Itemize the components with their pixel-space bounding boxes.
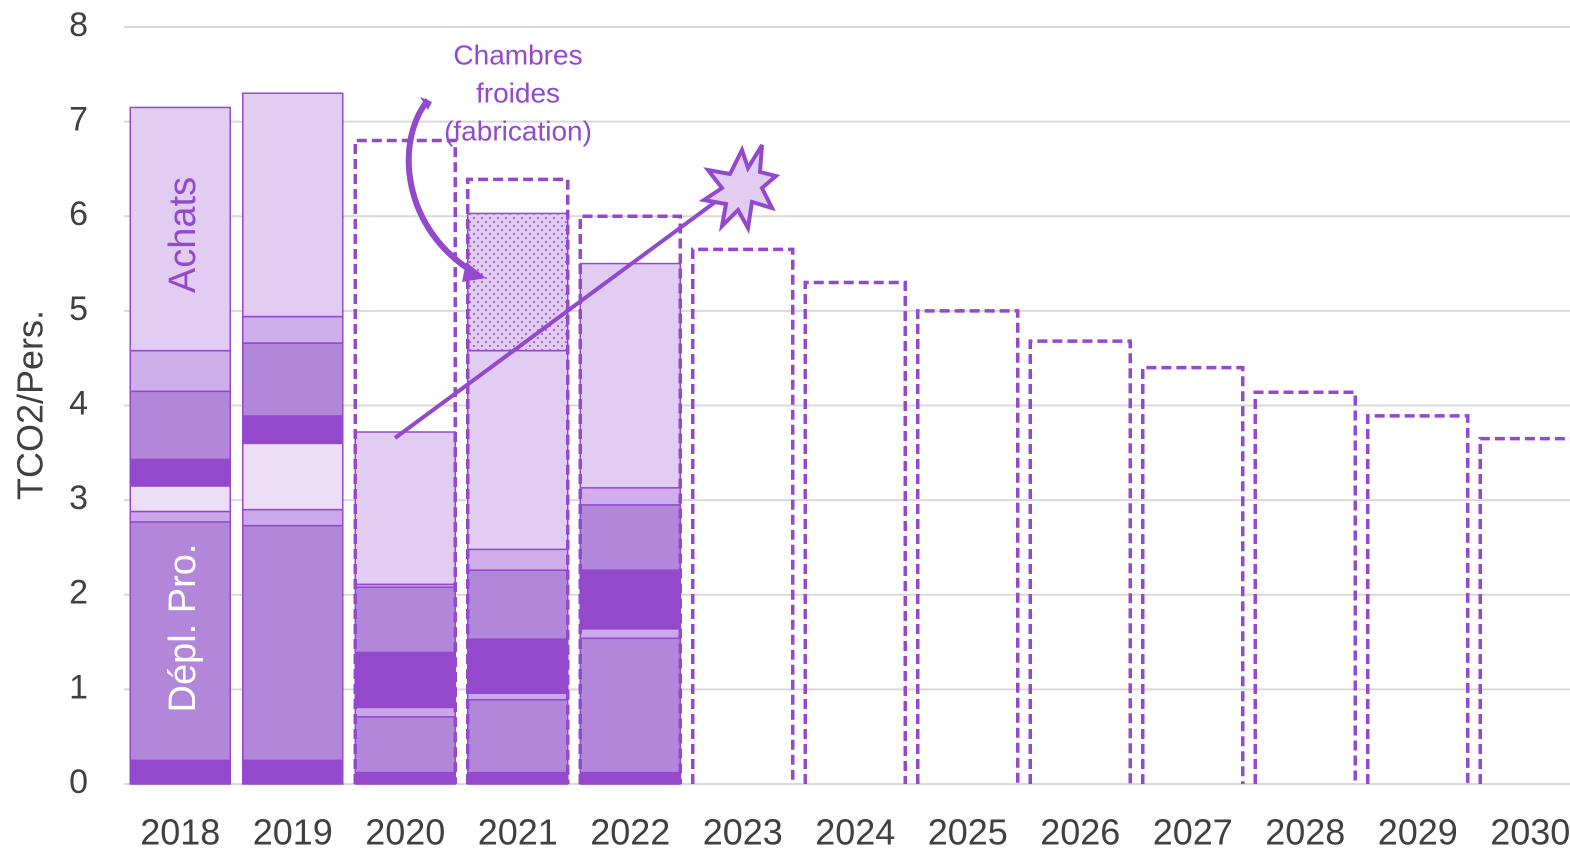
y-tick-label: 7 bbox=[69, 101, 88, 139]
annotation-arrow bbox=[405, 98, 480, 278]
x-tick-label: 2020 bbox=[365, 812, 445, 853]
target-bar bbox=[691, 247, 795, 784]
bar-label: Achats bbox=[162, 177, 204, 293]
y-tick-label: 1 bbox=[69, 668, 88, 706]
bar-segment bbox=[129, 106, 231, 352]
annotation-line bbox=[393, 198, 720, 440]
bar-segment bbox=[354, 706, 456, 718]
annotation: froides bbox=[476, 77, 560, 108]
bar-segment bbox=[579, 637, 681, 774]
x-tick-label: 2027 bbox=[1153, 812, 1233, 853]
bar-segment bbox=[129, 349, 231, 393]
bar-segment bbox=[242, 508, 344, 527]
y-tick-label: 8 bbox=[69, 6, 88, 44]
bar-segment bbox=[579, 262, 681, 489]
bar-segment bbox=[354, 431, 456, 586]
y-tick-label: 0 bbox=[69, 763, 88, 801]
x-tick-label: 2023 bbox=[703, 812, 783, 853]
bar-label: Dépl. Pro. bbox=[162, 544, 204, 713]
x-tick-label: 2018 bbox=[140, 812, 220, 853]
bar-segment bbox=[579, 771, 681, 785]
bar-segment bbox=[354, 651, 456, 709]
y-tick-label: 3 bbox=[69, 479, 88, 517]
target-bar bbox=[1366, 414, 1470, 784]
x-tick-label: 2026 bbox=[1040, 812, 1120, 853]
bar-segment bbox=[579, 504, 681, 571]
annotation: Chambres bbox=[453, 39, 582, 70]
target-bar bbox=[1478, 436, 1570, 784]
bar-segment bbox=[467, 569, 569, 640]
bar-segment bbox=[467, 548, 569, 571]
bar-segment bbox=[354, 586, 456, 654]
y-tick-label: 6 bbox=[69, 195, 88, 233]
bar-segment bbox=[129, 770, 231, 785]
bar-segment bbox=[129, 510, 231, 523]
annotation-arrowhead bbox=[462, 262, 486, 282]
bar-segment bbox=[242, 442, 344, 511]
x-tick-label: 2025 bbox=[928, 812, 1008, 853]
x-tick-label: 2024 bbox=[815, 812, 895, 853]
bar-segment bbox=[467, 771, 569, 785]
bar-segment bbox=[242, 770, 344, 785]
y-tick-label: 4 bbox=[69, 384, 88, 422]
x-tick-label: 2030 bbox=[1490, 812, 1570, 853]
bar-segment bbox=[129, 521, 231, 762]
bar-segment bbox=[579, 569, 681, 630]
target-bar bbox=[803, 280, 907, 784]
bar-segment bbox=[242, 759, 344, 773]
bar-segment bbox=[467, 638, 569, 694]
bar-segment bbox=[579, 487, 681, 506]
annotation-arrow-tail bbox=[420, 97, 432, 110]
target-bar bbox=[916, 309, 1020, 784]
annotation-burst bbox=[698, 143, 781, 235]
bar-segment bbox=[242, 315, 344, 344]
target-bar bbox=[1141, 365, 1245, 784]
x-tick-label: 2021 bbox=[478, 812, 558, 853]
bar-segment bbox=[354, 716, 456, 774]
x-tick-label: 2028 bbox=[1265, 812, 1345, 853]
bar-segment bbox=[129, 390, 231, 461]
annotation: (fabrication) bbox=[444, 115, 592, 146]
bar-segment bbox=[354, 771, 456, 785]
target-bar bbox=[1253, 390, 1357, 784]
y-tick-label: 2 bbox=[69, 574, 88, 612]
target-bar bbox=[578, 214, 682, 784]
bar-segment bbox=[129, 485, 231, 513]
bar-segment bbox=[242, 524, 344, 762]
x-tick-label: 2022 bbox=[590, 812, 670, 853]
bar-segment bbox=[467, 692, 569, 701]
bar-segment bbox=[467, 212, 569, 352]
bar-segment bbox=[129, 458, 231, 487]
bar-segment bbox=[129, 759, 231, 773]
bar-segment bbox=[579, 628, 681, 640]
bar-segment bbox=[467, 349, 569, 551]
bar-segment bbox=[467, 699, 569, 774]
bar-segment bbox=[242, 415, 344, 445]
x-tick-label: 2029 bbox=[1378, 812, 1458, 853]
x-tick-label: 2019 bbox=[253, 812, 333, 853]
target-bar bbox=[466, 177, 570, 784]
target-bar bbox=[353, 138, 457, 784]
bar-segment bbox=[242, 342, 344, 417]
bar-segment bbox=[242, 92, 344, 318]
y-axis-label: TCO2/Pers. bbox=[10, 310, 51, 500]
target-bar bbox=[1028, 339, 1132, 784]
y-tick-label: 5 bbox=[69, 290, 88, 328]
